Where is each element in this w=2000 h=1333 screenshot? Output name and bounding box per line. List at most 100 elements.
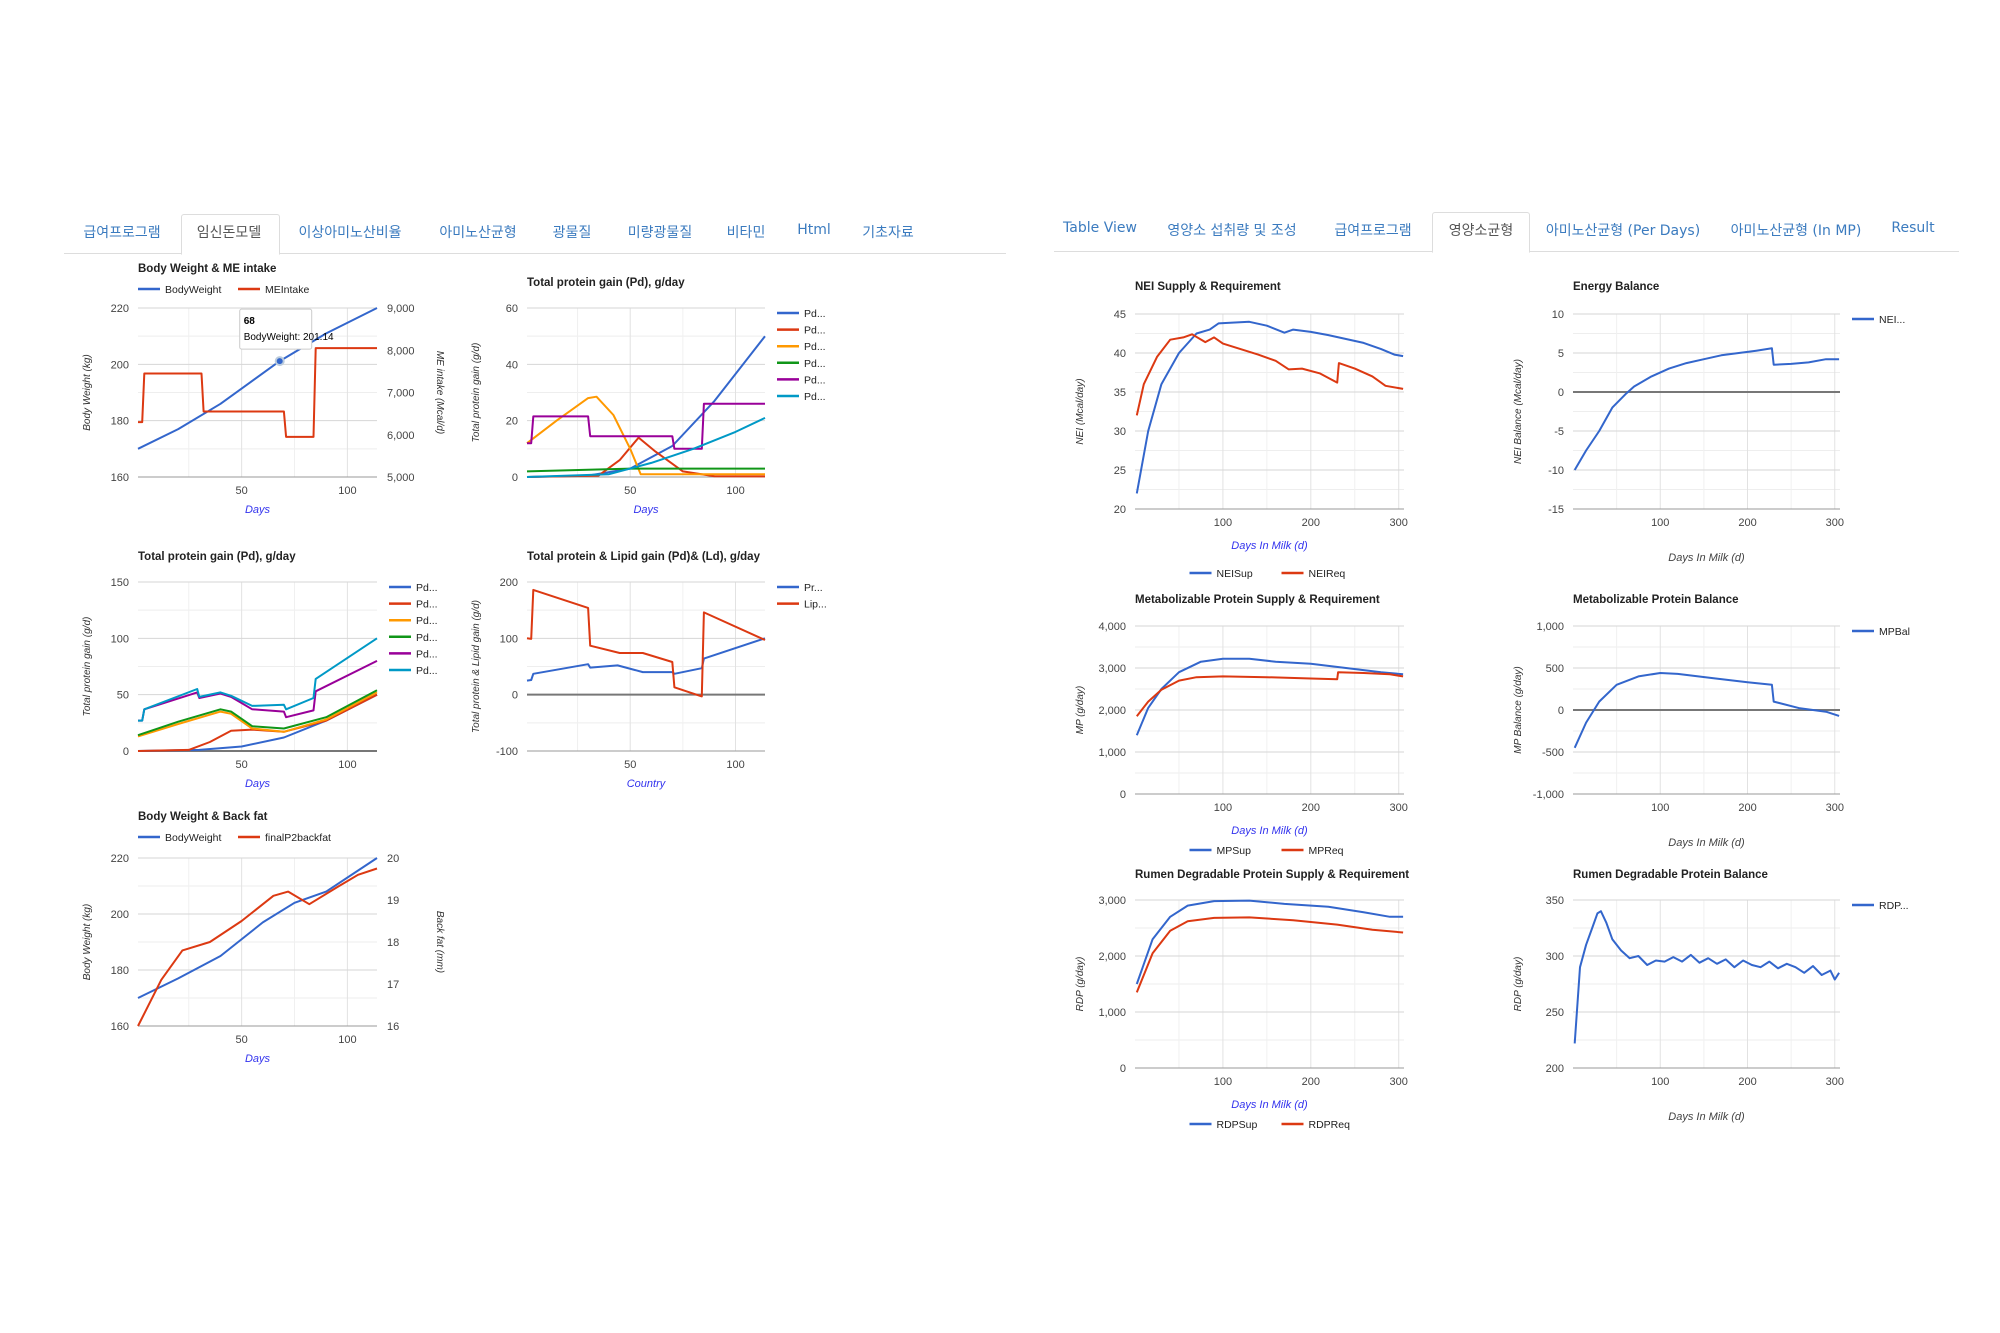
tab-html[interactable]: Html [797,222,831,238]
legend-item[interactable]: BodyWeight [138,832,222,844]
y-tick-label: 220 [111,853,129,865]
series-line-5[interactable] [526,416,766,478]
y-tick-label: 200 [111,909,129,921]
x-tick-label: 200 [1302,802,1320,814]
chart-body-weight-me-intake: 160 180 200 220 5,000 6,000 7,000 8,000 9,000 50 1… [82,263,445,516]
tab-amino-acid-per-days[interactable]: 아미노산균형 (Per Days) [1545,223,1701,239]
legend-item[interactable]: Pd... [389,615,438,627]
legend-item[interactable]: Pd... [389,582,438,594]
series-line-5[interactable] [138,637,378,722]
chart-energy-balance: -15 -10 -5 0 5 10 100 200 300 Energy Balance Days … [1513,281,1905,564]
legend-item[interactable]: Pd... [389,665,438,677]
legend-item[interactable]: Pd... [389,632,438,644]
tab-amino-acid-balance[interactable]: 아미노산균형 [439,225,517,241]
legend-item[interactable]: Pd... [777,374,826,386]
tab-feeding-program[interactable]: 급여프로그램 [83,225,161,241]
legend-label: Pd... [804,325,826,337]
legend-label: Pd... [416,582,438,594]
series-line-3[interactable] [137,689,378,737]
legend-item[interactable]: NEIReq [1281,568,1346,580]
y-tick-label: 0 [512,690,518,702]
series-line-1[interactable] [1135,333,1404,416]
legend-item[interactable]: MPReq [1281,845,1344,857]
legend-item[interactable]: Pd... [389,648,438,660]
legend-item[interactable]: Lip... [777,599,827,611]
y-tick-label: 1,000 [1536,621,1564,633]
y-tick-label: -500 [1542,747,1564,759]
y-tick-label: 200 [111,359,129,371]
series-line-1[interactable] [138,347,377,438]
x-tick-label: 50 [236,1034,248,1046]
series-line-1[interactable] [1135,916,1404,993]
tab-basic-data[interactable]: 기초자료 [862,225,914,241]
series-line-1[interactable] [526,436,766,478]
tab-feeding-program-right[interactable]: 급여프로그램 [1334,223,1412,239]
y-tick-label: 300 [1546,951,1564,963]
y-tick-label: -1,000 [1533,789,1564,801]
series-line-0[interactable] [1573,672,1840,749]
tab-nutrient-intake[interactable]: 영양소 섭취량 및 조성 [1167,223,1297,239]
series-line-0[interactable] [137,857,378,999]
y-tick-label: 3,000 [1098,895,1126,907]
legend-item[interactable]: RDPSup [1189,1119,1258,1131]
tooltip-box [239,308,313,350]
legend-label: Lip... [804,599,827,611]
series-line-0[interactable] [1573,910,1840,1044]
tab-result[interactable]: Result [1891,220,1935,236]
legend-item[interactable]: Pd... [777,308,826,320]
tab-minerals[interactable]: 광물질 [552,225,592,241]
series-line-0[interactable] [1135,320,1404,494]
legend-item[interactable]: Pd... [777,341,826,353]
legend-item[interactable]: RDP... [1852,900,1909,912]
tab-vitamins[interactable]: 비타민 [726,225,766,241]
series-line-1[interactable] [1136,671,1404,717]
x-axis-label: Days In Milk (d) [1668,1111,1745,1123]
legend-item[interactable]: Pd... [777,325,826,337]
tab-ideal-amino-acid-ratio[interactable]: 이상아미노산비율 [298,225,402,241]
chart-title: NEI Supply & Requirement [1135,281,1281,293]
legend-item[interactable]: Pd... [777,391,826,403]
y-tick-label: 180 [111,965,129,977]
legend-label: BodyWeight [165,284,222,296]
legend-item[interactable]: RDPReq [1281,1119,1351,1131]
x-tick-label: 300 [1390,802,1408,814]
x-axis-label: Country [627,778,667,790]
series-line-2[interactable] [137,691,378,738]
legend-label: NEISup [1217,568,1253,580]
tab-trace-minerals[interactable]: 미량광물질 [627,225,693,241]
y-tick-label: 0 [123,746,129,758]
legend-item[interactable]: BodyWeight [138,284,222,296]
series-line-4[interactable] [527,402,765,450]
legend-item[interactable]: NEISup [1189,568,1253,580]
x-tick-label: 200 [1302,1076,1320,1088]
series-line-3[interactable] [526,467,765,473]
legend-item[interactable]: Pd... [389,599,438,611]
legend-item[interactable]: NEI... [1852,314,1905,326]
legend-item[interactable]: MPBal [1852,626,1910,638]
legend-item[interactable]: MPSup [1189,845,1252,857]
series-line-1[interactable] [526,588,766,698]
legend-label: RDP... [1879,900,1909,912]
tab-table-view[interactable]: Table View [1063,220,1137,236]
x-tick-label: 100 [338,1034,356,1046]
y2-axis-label: Back fat (mm) [434,911,445,973]
tab-nutrient-balance[interactable]: 영양소균형 [1448,223,1514,239]
x-tick-label: 100 [1214,1076,1232,1088]
legend-item[interactable]: Pd... [777,358,826,370]
series-line-0[interactable] [526,637,766,682]
series-line-0[interactable] [137,307,378,450]
series-line-0[interactable] [1135,657,1404,736]
tab-amino-acid-in-mp[interactable]: 아미노산균형 (In MP) [1730,223,1862,239]
series-line-0[interactable] [1573,347,1840,471]
y2-tick-label: 9,000 [387,303,415,315]
x-tick-label: 100 [1214,802,1232,814]
y-tick-label: 500 [1546,663,1564,675]
legend-item[interactable]: finalP2backfat [238,832,331,844]
series-line-0[interactable] [1135,899,1404,985]
series-line-0[interactable] [526,335,766,478]
tab-gestating-sow-model[interactable]: 임신돈모델 [196,225,262,241]
series-line-1[interactable] [137,867,378,1027]
legend-item[interactable]: MEIntake [238,284,310,296]
legend-item[interactable]: Pr... [777,582,823,594]
y2-tick-label: 7,000 [387,388,415,400]
